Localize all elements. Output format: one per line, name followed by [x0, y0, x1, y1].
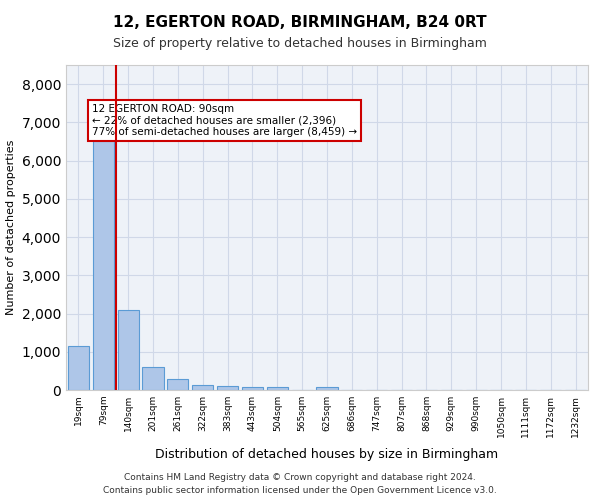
Bar	[93, 142, 114, 390]
Bar	[316, 388, 338, 390]
Bar	[192, 384, 213, 390]
Bar	[267, 388, 288, 390]
Bar	[118, 310, 139, 390]
Text: Size of property relative to detached houses in Birmingham: Size of property relative to detached ho…	[113, 38, 487, 51]
X-axis label: Distribution of detached houses by size in Birmingham: Distribution of detached houses by size …	[155, 448, 499, 461]
Text: Contains HM Land Registry data © Crown copyright and database right 2024.
Contai: Contains HM Land Registry data © Crown c…	[103, 474, 497, 495]
Bar	[142, 367, 164, 390]
Text: 12, EGERTON ROAD, BIRMINGHAM, B24 0RT: 12, EGERTON ROAD, BIRMINGHAM, B24 0RT	[113, 15, 487, 30]
Bar	[167, 378, 188, 390]
Bar	[217, 386, 238, 390]
Bar	[68, 346, 89, 390]
Bar	[242, 388, 263, 390]
Y-axis label: Number of detached properties: Number of detached properties	[6, 140, 16, 315]
Text: 12 EGERTON ROAD: 90sqm
← 22% of detached houses are smaller (2,396)
77% of semi-: 12 EGERTON ROAD: 90sqm ← 22% of detached…	[92, 104, 357, 137]
